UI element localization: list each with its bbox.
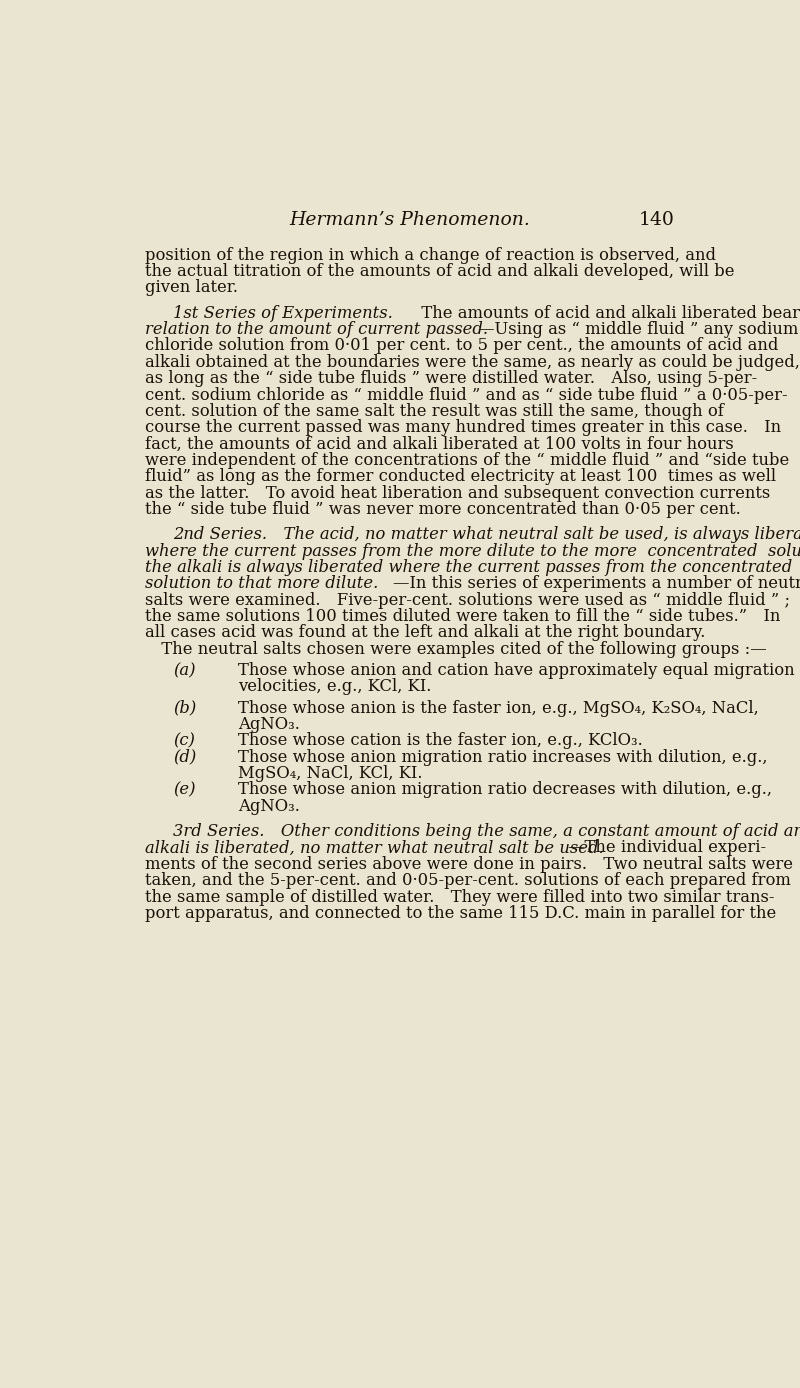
- Text: Hermann’s Phenomenon.: Hermann’s Phenomenon.: [290, 211, 530, 229]
- Text: chloride solution from 0·01 per cent. to 5 per cent., the amounts of acid and: chloride solution from 0·01 per cent. to…: [146, 337, 778, 354]
- Text: course the current passed was many hundred times greater in this case. In: course the current passed was many hundr…: [146, 419, 782, 436]
- Text: solution to that more dilute.: solution to that more dilute.: [146, 576, 378, 593]
- Text: alkali obtained at the boundaries were the same, as nearly as could be judged,: alkali obtained at the boundaries were t…: [146, 354, 800, 371]
- Text: (a): (a): [173, 662, 196, 679]
- Text: 1st Series of Experiments.: 1st Series of Experiments.: [173, 305, 393, 322]
- Text: Those whose anion is the faster ion, e.g., MgSO₄, K₂SO₄, NaCl,: Those whose anion is the faster ion, e.g…: [238, 700, 758, 716]
- Text: velocities, e.g., KCl, KI.: velocities, e.g., KCl, KI.: [238, 679, 431, 695]
- Text: (b): (b): [173, 700, 197, 716]
- Text: port apparatus, and connected to the same 115 D.C. main in parallel for the: port apparatus, and connected to the sam…: [146, 905, 777, 922]
- Text: as long as the “ side tube fluids ” were distilled water. Also, using 5-per-: as long as the “ side tube fluids ” were…: [146, 371, 758, 387]
- Text: salts were examined. Five-per-cent. solutions were used as “ middle fluid ” ;: salts were examined. Five-per-cent. solu…: [146, 591, 790, 609]
- Text: Those whose anion migration ratio increases with dilution, e.g.,: Those whose anion migration ratio increa…: [238, 748, 767, 766]
- Text: AgNO₃.: AgNO₃.: [238, 716, 299, 733]
- Text: AgNO₃.: AgNO₃.: [238, 798, 299, 815]
- Text: alkali is liberated, no matter what neutral salt be used.: alkali is liberated, no matter what neut…: [146, 840, 604, 856]
- Text: relation to the amount of current passed.: relation to the amount of current passed…: [146, 321, 488, 339]
- Text: 2nd Series. The acid, no matter what neutral salt be used, is always liberated: 2nd Series. The acid, no matter what neu…: [173, 526, 800, 543]
- Text: the alkali is always liberated where the current passes from the concentrated: the alkali is always liberated where the…: [146, 559, 793, 576]
- Text: (e): (e): [173, 781, 196, 798]
- Text: MgSO₄, NaCl, KCl, KI.: MgSO₄, NaCl, KCl, KI.: [238, 765, 422, 781]
- Text: all cases acid was found at the left and alkali at the right boundary.: all cases acid was found at the left and…: [146, 625, 706, 641]
- Text: The neutral salts chosen were examples cited of the following groups :—: The neutral salts chosen were examples c…: [146, 641, 767, 658]
- Text: the same solutions 100 times diluted were taken to fill the “ side tubes.” In: the same solutions 100 times diluted wer…: [146, 608, 781, 625]
- Text: (c): (c): [173, 733, 195, 750]
- Text: ments of the second series above were done in pairs. Two neutral salts were: ments of the second series above were do…: [146, 856, 794, 873]
- Text: The amounts of acid and alkali liberated bear no: The amounts of acid and alkali liberated…: [405, 305, 800, 322]
- Text: as the latter. To avoid heat liberation and subsequent convection currents: as the latter. To avoid heat liberation …: [146, 484, 770, 501]
- Text: fluid” as long as the former conducted electricity at least 100  times as well: fluid” as long as the former conducted e…: [146, 468, 776, 486]
- Text: —Using as “ middle fluid ” any sodium: —Using as “ middle fluid ” any sodium: [478, 321, 799, 339]
- Text: (d): (d): [173, 748, 197, 766]
- Text: —In this series of experiments a number of neutral: —In this series of experiments a number …: [394, 576, 800, 593]
- Text: fact, the amounts of acid and alkali liberated at 100 volts in four hours: fact, the amounts of acid and alkali lib…: [146, 436, 734, 452]
- Text: cent. sodium chloride as “ middle fluid ” and as “ side tube fluid ” a 0·05-per-: cent. sodium chloride as “ middle fluid …: [146, 386, 788, 404]
- Text: cent. solution of the same salt the result was still the same, though of: cent. solution of the same salt the resu…: [146, 403, 724, 421]
- Text: position of the region in which a change of reaction is observed, and: position of the region in which a change…: [146, 247, 716, 264]
- Text: Those whose anion and cation have approximately equal migration: Those whose anion and cation have approx…: [238, 662, 794, 679]
- Text: taken, and the 5-per-cent. and 0·05-per-cent. solutions of each prepared from: taken, and the 5-per-cent. and 0·05-per-…: [146, 872, 791, 890]
- Text: where the current passes from the more dilute to the more  concentrated  solutio: where the current passes from the more d…: [146, 543, 800, 559]
- Text: 140: 140: [639, 211, 674, 229]
- Text: 3rd Series. Other conditions being the same, a constant amount of acid and: 3rd Series. Other conditions being the s…: [173, 823, 800, 840]
- Text: —The individual experi-: —The individual experi-: [568, 840, 766, 856]
- Text: the same sample of distilled water. They were filled into two similar trans-: the same sample of distilled water. They…: [146, 888, 774, 905]
- Text: the “ side tube fluid ” was never more concentrated than 0·05 per cent.: the “ side tube fluid ” was never more c…: [146, 501, 741, 518]
- Text: Those whose cation is the faster ion, e.g., KClO₃.: Those whose cation is the faster ion, e.…: [238, 733, 642, 750]
- Text: Those whose anion migration ratio decreases with dilution, e.g.,: Those whose anion migration ratio decrea…: [238, 781, 772, 798]
- Text: the actual titration of the amounts of acid and alkali developed, will be: the actual titration of the amounts of a…: [146, 264, 734, 280]
- Text: were independent of the concentrations of the “ middle fluid ” and “side tube: were independent of the concentrations o…: [146, 452, 790, 469]
- Text: given later.: given later.: [146, 279, 238, 297]
